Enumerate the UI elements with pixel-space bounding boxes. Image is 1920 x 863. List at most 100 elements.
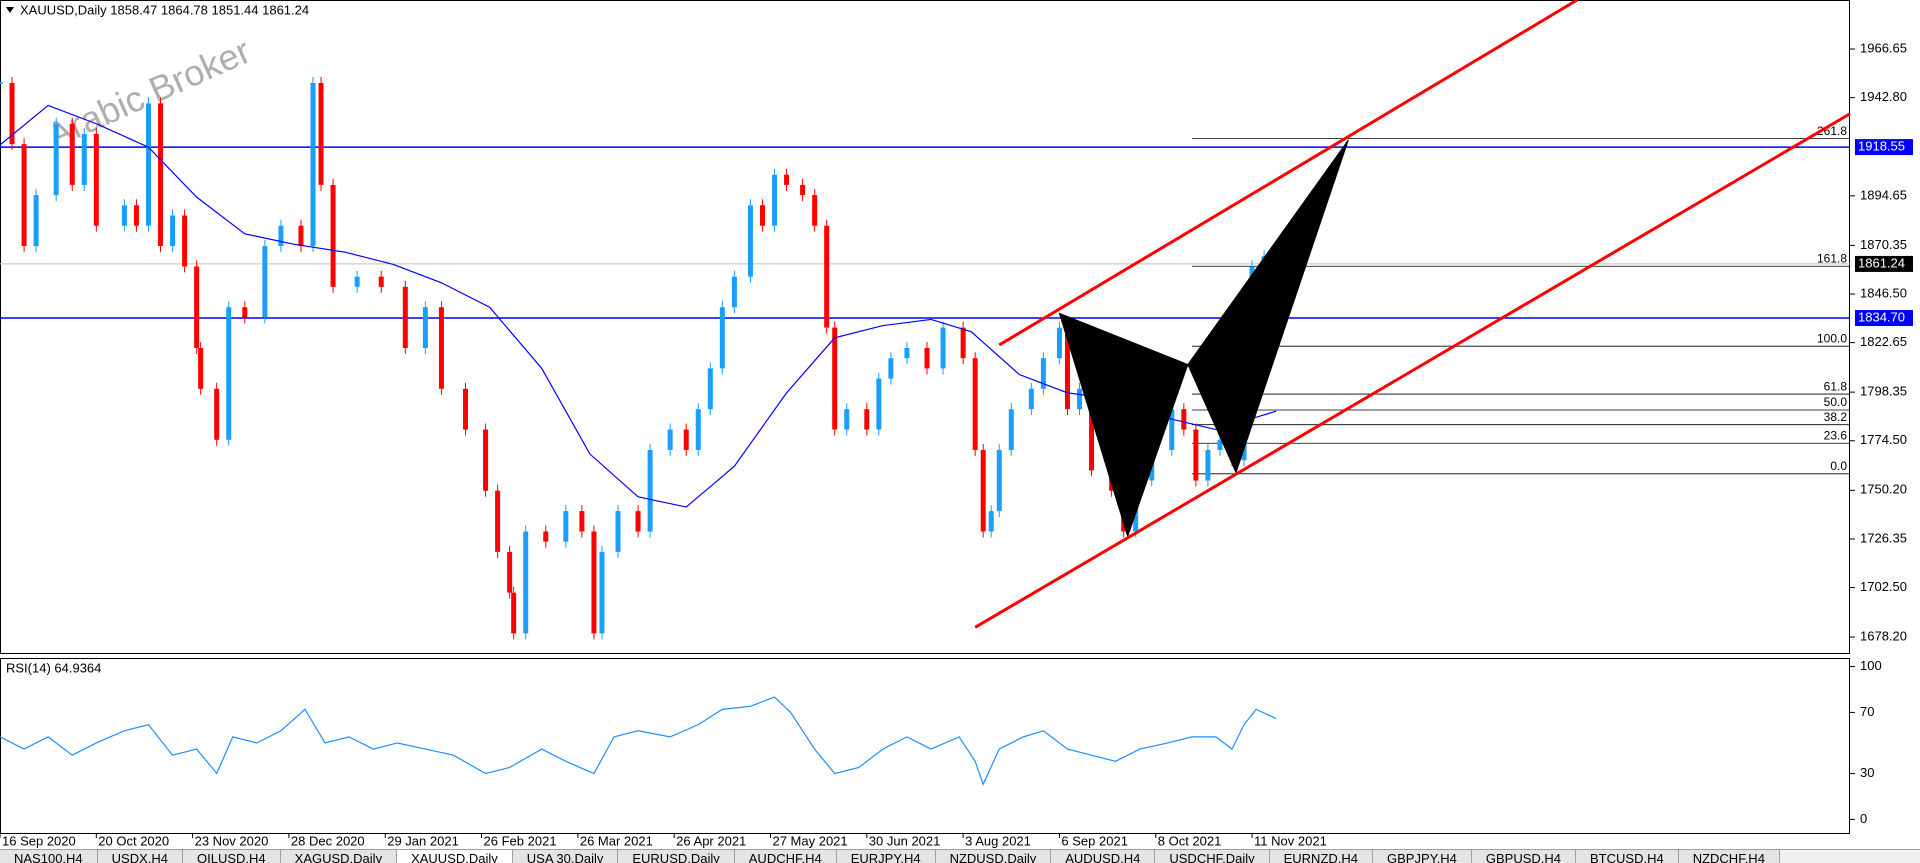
symbol-tab[interactable]: NZDCHF,H4 bbox=[1678, 850, 1780, 863]
fib-label: 38.2 bbox=[1824, 410, 1848, 424]
symbol-tab[interactable]: EURJPY,H4 bbox=[836, 850, 936, 863]
symbol-tab[interactable]: USDX,H4 bbox=[97, 850, 184, 863]
candle bbox=[523, 531, 529, 634]
candle bbox=[683, 429, 689, 450]
candle bbox=[707, 368, 713, 410]
candle bbox=[278, 225, 284, 247]
candle bbox=[615, 511, 621, 552]
candle bbox=[507, 551, 513, 593]
candle bbox=[402, 286, 408, 349]
fib-label: 100.0 bbox=[1817, 331, 1847, 345]
harmonic-pattern bbox=[1058, 312, 1189, 538]
price-label: 1861.24 bbox=[1858, 255, 1905, 270]
candle bbox=[980, 449, 986, 532]
y-tick-label: 0 bbox=[1860, 811, 1867, 826]
candle bbox=[1064, 327, 1070, 410]
candle bbox=[599, 551, 605, 634]
candle bbox=[53, 123, 59, 196]
candle bbox=[198, 348, 204, 389]
x-tick-label: 20 Oct 2020 bbox=[98, 833, 169, 848]
candle bbox=[93, 133, 99, 226]
candle bbox=[888, 358, 894, 379]
symbol-tab[interactable]: USA 30,Daily bbox=[512, 850, 619, 863]
x-tick-label: 26 Feb 2021 bbox=[484, 833, 557, 848]
symbol-tab[interactable]: OILUSD,H4 bbox=[183, 850, 281, 863]
candle bbox=[1169, 409, 1175, 450]
x-tick-label: 8 Oct 2021 bbox=[1158, 833, 1222, 848]
fib-label: 161.8 bbox=[1817, 251, 1847, 265]
y-tick-label: 1678.20 bbox=[1860, 629, 1907, 644]
candle bbox=[635, 511, 641, 532]
candle bbox=[563, 511, 569, 542]
candle bbox=[844, 409, 850, 430]
candle bbox=[194, 266, 200, 349]
candle bbox=[310, 82, 316, 247]
candle bbox=[1181, 409, 1187, 430]
x-tick-label: 26 Apr 2021 bbox=[676, 833, 746, 848]
price-label-box bbox=[1855, 310, 1913, 327]
x-tick-label: 27 May 2021 bbox=[772, 833, 847, 848]
candle bbox=[182, 215, 188, 267]
main-panel bbox=[0, 0, 1850, 654]
price-label: 1834.70 bbox=[1858, 309, 1905, 324]
y-tick-label: 1942.80 bbox=[1860, 89, 1907, 104]
candle bbox=[904, 348, 910, 359]
symbol-tab[interactable]: EURNZD,H4 bbox=[1269, 850, 1374, 863]
candle bbox=[1028, 388, 1034, 410]
candle bbox=[1056, 327, 1062, 359]
symbol-tab[interactable]: AUDCHF,H4 bbox=[734, 850, 837, 863]
candle bbox=[784, 174, 790, 185]
symbol-tab[interactable]: NZDUSD,Daily bbox=[935, 850, 1052, 863]
fib-label: 0.0 bbox=[1830, 459, 1847, 473]
x-tick-label: 26 Mar 2021 bbox=[580, 833, 653, 848]
candle bbox=[1089, 388, 1095, 471]
x-tick-label: 11 Nov 2021 bbox=[1254, 833, 1327, 848]
y-tick-label: 1846.50 bbox=[1860, 285, 1907, 300]
channel-line bbox=[998, 0, 1578, 347]
symbol-tab[interactable]: XAGUSD,Daily bbox=[280, 850, 398, 863]
candle bbox=[81, 133, 87, 185]
symbol-tab[interactable]: EURUSD,Daily bbox=[618, 850, 735, 863]
candle bbox=[378, 276, 384, 287]
y-tick-label: 1774.50 bbox=[1860, 432, 1907, 447]
candle bbox=[354, 276, 360, 287]
x-tick-label: 29 Jan 2021 bbox=[387, 833, 459, 848]
rsi-panel bbox=[0, 658, 1850, 834]
symbol-tab[interactable]: NAS100,H4 bbox=[0, 850, 98, 863]
candle bbox=[495, 490, 501, 552]
symbol-tab[interactable]: AUDUSD,H4 bbox=[1051, 850, 1156, 863]
menu-arrow[interactable] bbox=[6, 7, 14, 13]
candle bbox=[667, 429, 673, 450]
price-label-box bbox=[1855, 139, 1913, 156]
candle bbox=[511, 592, 517, 634]
candle bbox=[543, 531, 549, 542]
fib-label: 23.6 bbox=[1824, 428, 1848, 442]
price-label-box bbox=[1855, 255, 1913, 272]
candle bbox=[226, 307, 232, 440]
rsi-title: RSI(14) 64.9364 bbox=[6, 660, 101, 675]
fib-label: 61.8 bbox=[1824, 379, 1848, 393]
candle bbox=[9, 82, 15, 145]
candle bbox=[695, 409, 701, 450]
y-tick-label: 1750.20 bbox=[1860, 482, 1907, 497]
candle bbox=[463, 388, 469, 430]
candle bbox=[214, 388, 220, 440]
candle bbox=[330, 184, 336, 287]
y-tick-label: 100 bbox=[1860, 658, 1882, 673]
y-tick-label: 1798.35 bbox=[1860, 384, 1907, 399]
x-tick-label: 23 Nov 2020 bbox=[195, 833, 269, 848]
candle bbox=[812, 195, 818, 226]
symbol-tab[interactable]: XAUUSD,Daily bbox=[397, 850, 513, 863]
symbol-tab[interactable]: GBPUSD,H4 bbox=[1471, 850, 1577, 863]
candle bbox=[772, 174, 778, 226]
candle bbox=[719, 307, 725, 369]
candle bbox=[824, 225, 830, 328]
symbol-tab[interactable]: GBPJPY,H4 bbox=[1373, 850, 1472, 863]
y-tick-label: 30 bbox=[1860, 765, 1874, 780]
symbol-tab[interactable]: BTCUSD,H4 bbox=[1576, 850, 1679, 863]
x-tick-label: 30 Jun 2021 bbox=[869, 833, 941, 848]
y-tick-label: 1894.65 bbox=[1860, 187, 1907, 202]
x-tick-label: 28 Dec 2020 bbox=[291, 833, 365, 848]
symbol-tab[interactable]: USDCHF,Daily bbox=[1155, 850, 1270, 863]
